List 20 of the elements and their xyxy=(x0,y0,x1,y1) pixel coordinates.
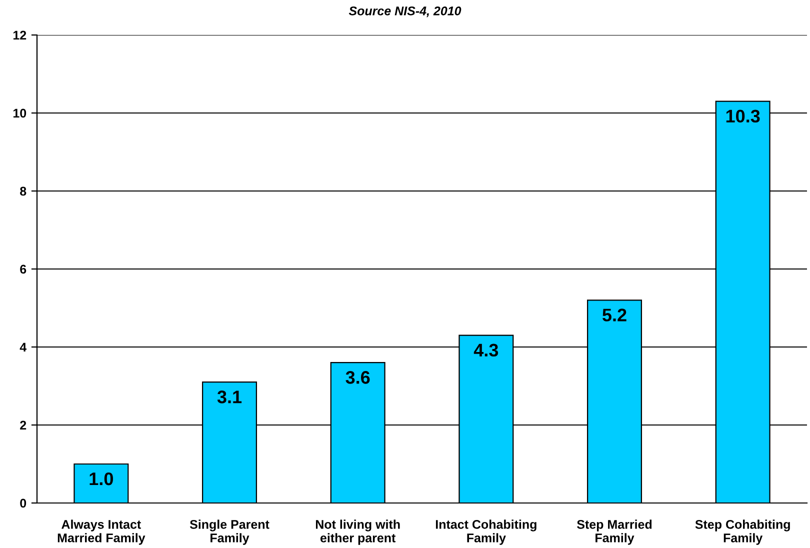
data-label: 1.0 xyxy=(90,472,113,486)
data-label: 3.6 xyxy=(346,371,370,384)
data-label: 5.2 xyxy=(602,308,626,322)
x-tick-label: Single Parent Family xyxy=(190,520,270,545)
x-tick-label: Step Cohabiting Family xyxy=(695,520,790,545)
y-tick-label: 2 xyxy=(20,420,26,430)
y-tick-label: 6 xyxy=(20,264,26,274)
x-tick-label: Intact Cohabiting Family xyxy=(436,520,536,545)
data-label: 3.1 xyxy=(217,390,242,404)
x-tick-label: Not living with either parent xyxy=(316,520,400,545)
x-tick-label: Always Intact Married Family xyxy=(58,520,146,545)
x-tick-label: Step Married Family xyxy=(577,520,652,545)
y-tick-label: 0 xyxy=(20,498,26,508)
y-tick-label: 10 xyxy=(13,108,26,118)
y-tick-label: 8 xyxy=(20,186,26,196)
y-tick-label: 12 xyxy=(13,30,26,40)
data-label: 4.3 xyxy=(474,344,498,357)
chart-title: Source NIS-4, 2010 xyxy=(348,6,462,18)
data-label: 10.3 xyxy=(726,110,760,123)
y-tick-label: 4 xyxy=(20,342,27,352)
